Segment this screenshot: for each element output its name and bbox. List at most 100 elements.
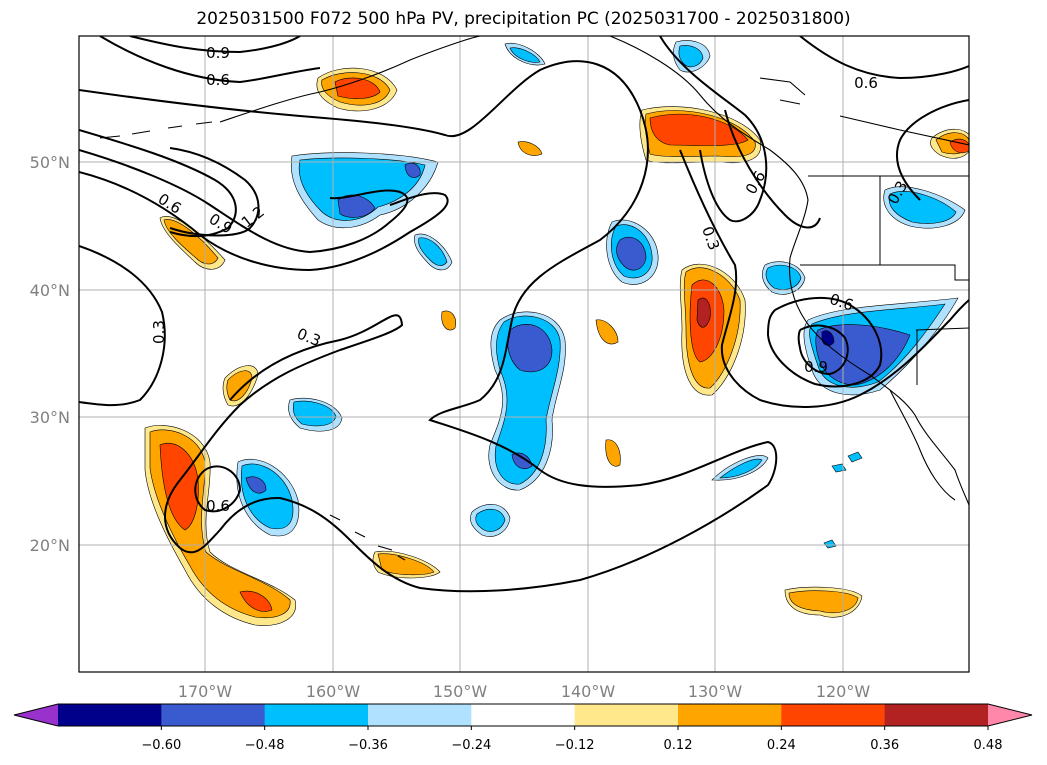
lat-tick-label: 30°N [30, 408, 70, 427]
colorbar-tick-label: −0.12 [555, 738, 595, 753]
pv-contour-0.3-ne2 [895, 99, 969, 201]
precip-blob-south-core [788, 590, 859, 614]
pv-contour-0.3-ne [724, 109, 821, 229]
pv-contour-0.6-west [79, 149, 409, 254]
precip-blob-630-inner [616, 236, 647, 271]
pv-contour-0.6-ne [659, 36, 768, 223]
colorbar-tick-label: −0.36 [348, 738, 388, 753]
contour-label: 0.9 [206, 44, 230, 62]
coast-hawaii [329, 514, 406, 561]
lon-tick-label: 140°W [561, 682, 616, 701]
lon-tick-label: 120°W [816, 682, 871, 701]
graticule [79, 36, 969, 672]
coast-islands-ne [759, 77, 969, 146]
map-title: 2025031500 F072 500 hPa PV, precipitatio… [196, 9, 851, 29]
precip-blob-baja-core [719, 458, 763, 479]
colorbar-extend-min [14, 704, 58, 726]
pv-contour-0.3-west [79, 245, 166, 407]
colorbar-tick-label: 0.24 [767, 738, 796, 753]
precip-blob-hawaii-n-core [292, 400, 337, 427]
precip-blob-tiny-2 [847, 451, 863, 463]
precip-blob-se-bc-inner [949, 138, 969, 154]
precip-blob-west-inner [245, 476, 267, 494]
precip-blob-hawaii-p-core [377, 553, 435, 576]
pv-contours [79, 36, 969, 593]
pv-contour-0.6-loop [194, 465, 242, 513]
pv-contour-0.6-east [766, 296, 883, 388]
pv-contour-0.9-north [129, 36, 301, 54]
lat-tick-labels: 50°N 40°N 30°N 20°N [30, 153, 70, 555]
pv-contour-0.9-east [797, 324, 849, 376]
pv-contour-0.9-west [79, 129, 237, 238]
border-state-2 [800, 264, 969, 281]
lon-tick-label: 150°W [433, 682, 488, 701]
precip-blob-west-band-inner2 [239, 590, 273, 612]
precip-blob-off-coast-peak [696, 297, 711, 328]
lon-tick-label: 170°W [178, 682, 233, 701]
contour-label: 0.6 [854, 74, 878, 92]
lon-tick-label: 130°W [688, 682, 743, 701]
precip-blob-412-core [418, 237, 448, 266]
precip-blob-gulf-alaska-inner [337, 194, 376, 218]
precip-blob-west-band-inner [159, 443, 199, 531]
contour-label: 0.3 [150, 320, 168, 344]
precip-blob-bc-core [678, 45, 704, 68]
colorbar-swatch [471, 704, 576, 726]
precip-blob-tiny-p3 [595, 319, 619, 345]
precip-blob-alaska-pen-inner [334, 77, 381, 99]
precip-blob-oregon-core [765, 265, 802, 290]
colorbar-outline [13, 703, 1033, 727]
precip-blob-small-w-core [226, 370, 253, 402]
precip-negative-shading [236, 40, 966, 549]
pv-contour-0.6-north [99, 36, 321, 84]
precip-blob-idaho-core [888, 191, 957, 224]
precip-blob-tiny-p2 [517, 141, 543, 156]
colorbar: −0.60 −0.48 −0.36 −0.24 −0.12 0.12 0.24 0.36 0.4… [13, 703, 1033, 753]
pv-contour-0.6-inner [79, 171, 449, 272]
coast-alaska-peninsula [219, 36, 481, 123]
colorbar-swatch [574, 704, 679, 726]
lat-tick-label: 40°N [30, 281, 70, 300]
map-panel: 0.9 0.6 0.6 0.9 1.2 0.3 0.3 0.6 0.6 0.3 … [79, 36, 969, 672]
precip-blob-gulf-alaska-core [298, 157, 426, 221]
pv-contour-0.3-east [679, 149, 969, 408]
colorbar-swatch [264, 704, 369, 726]
precip-blob-tiny-p1 [441, 310, 456, 331]
colorbar-tick-label: −0.48 [245, 738, 285, 753]
lat-tick-label: 50°N [30, 153, 70, 172]
precip-blob-california-peak [821, 330, 835, 346]
pv-contour-0.3-main [79, 60, 778, 593]
contour-label: 0.6 [206, 71, 230, 89]
pv-contour-1.2 [169, 147, 260, 237]
precip-blob-tiny-3 [823, 539, 837, 549]
colorbar-swatch [678, 704, 782, 726]
colorbar-swatch [58, 704, 162, 726]
map-frame [78, 35, 970, 673]
colorbar-tick-label: −0.24 [451, 738, 491, 753]
colorbar-swatch [884, 704, 989, 726]
precip-blob-lower-core [475, 508, 506, 532]
precip-blob-central-inner2 [511, 452, 533, 469]
colorbar-extend-max [988, 704, 1032, 726]
coast-aleutians [99, 121, 213, 139]
colorbar-tick-label: 0.48 [974, 738, 1003, 753]
colorbar-swatch [161, 704, 266, 726]
precip-blob-gulf-alaska-inner2 [404, 162, 421, 178]
colorbar-swatch [368, 704, 472, 726]
colorbar-tick-label: −0.60 [141, 738, 181, 753]
contour-label: 0.6 [206, 497, 230, 515]
precip-blob-small-a-core [509, 47, 541, 63]
lon-tick-label: 160°W [306, 682, 361, 701]
precip-blob-north-coast-inner [649, 113, 749, 146]
colorbar-tick-label: 0.12 [664, 738, 693, 753]
colorbar-swatch [781, 704, 886, 726]
contour-label: 0.9 [804, 358, 828, 376]
pv-contour-0.6-ne2 [799, 36, 969, 80]
lat-tick-label: 20°N [30, 536, 70, 555]
coast-baja [889, 389, 956, 501]
lon-tick-labels: 170°W 160°W 150°W 140°W 130°W 120°W [178, 682, 871, 701]
precip-blob-tiny-p4 [605, 439, 621, 467]
precip-blob-central-inner [507, 323, 553, 373]
colorbar-tick-label: 0.36 [870, 738, 899, 753]
